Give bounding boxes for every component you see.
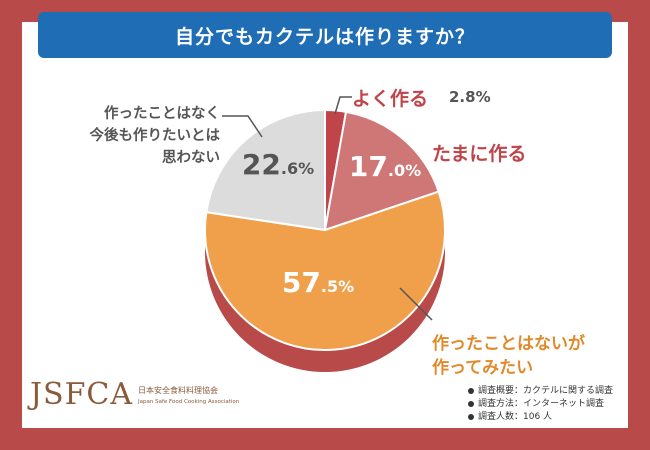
jsfca-logo: JSFCA 日本安全食料料理協会 Japan Safe Food Cooking… (30, 377, 270, 421)
slice-sometimes-value: 17.0% (349, 150, 421, 183)
slice-never-value: 22.6% (242, 148, 314, 181)
bullet-icon (468, 387, 474, 394)
leader-never (222, 115, 263, 138)
note-count-text: 調査人数：106 人 (478, 412, 553, 422)
label-never-line2: 今後も作りたいとは (89, 128, 221, 144)
leader-often (334, 96, 352, 115)
slice-want (204, 190, 446, 351)
leader-want (399, 287, 433, 321)
note-summary-text: 調査概要：カクテルに関する調査 (478, 386, 614, 396)
slice-never (205, 108, 326, 232)
logo-jp-text: 日本安全食料料理協会 (138, 386, 218, 395)
note-count: 調査人数：106 人 (468, 411, 613, 424)
title-bar: 自分でもカクテルは作りますか？ (38, 12, 612, 58)
label-sometimes: たまに作る (432, 143, 527, 165)
note-method: 調査方法：インターネット調査 (468, 398, 613, 411)
label-want-line2: 作ってみたい (432, 358, 534, 378)
label-want: 作ったことはないが 作ってみたい (432, 332, 585, 380)
logo-main-text: JSFCA (30, 377, 134, 412)
label-want-line1: 作ったことはないが (432, 334, 585, 354)
label-never-line1: 作ったことはなく (104, 106, 220, 122)
survey-notes: 調査概要：カクテルに関する調査 調査方法：インターネット調査 調査人数：106 … (468, 385, 613, 424)
note-summary: 調査概要：カクテルに関する調査 (468, 385, 613, 398)
logo-en-text: Japan Safe Food Cooking Association (138, 399, 240, 405)
label-never: 作ったことはなく 今後も作りたいとは 思わない (70, 103, 221, 169)
bullet-icon (468, 400, 474, 407)
label-never-line3: 思わない (162, 150, 220, 166)
label-often: よく作る (352, 88, 429, 110)
label-often-value: 2.8% (449, 88, 491, 106)
slice-want-value: 57.5% (282, 266, 354, 299)
note-method-text: 調査方法：インターネット調査 (478, 399, 605, 409)
chart-title: 自分でもカクテルは作りますか？ (174, 25, 475, 48)
bullet-icon (468, 413, 474, 420)
